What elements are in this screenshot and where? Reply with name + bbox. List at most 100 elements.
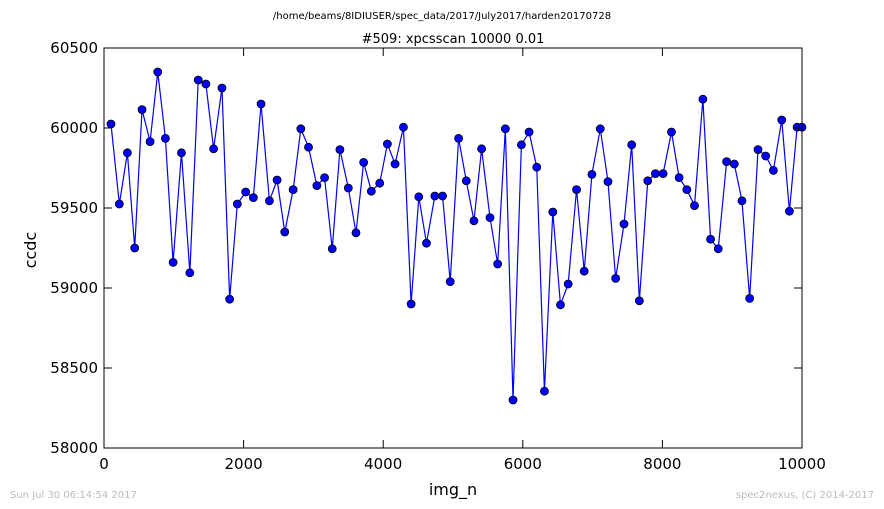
data-point [493, 259, 503, 269]
data-point [241, 187, 251, 197]
data-point [177, 148, 186, 158]
data-point [375, 178, 385, 188]
axes-frame [103, 47, 803, 449]
data-point [168, 257, 178, 267]
data-point [406, 299, 416, 309]
x-axis: 0 2000 4000 6000 8000 10000 [99, 48, 826, 473]
data-point [366, 186, 376, 196]
data-point [524, 127, 534, 137]
data-point [304, 142, 313, 152]
data-point [272, 175, 282, 185]
data-point [469, 216, 479, 226]
data-point [335, 145, 345, 155]
data-point [643, 176, 653, 186]
data-point [729, 159, 739, 169]
data-point [382, 139, 392, 149]
data-point [611, 273, 621, 283]
data-point [690, 201, 699, 211]
data-point [500, 124, 510, 134]
data-point [130, 243, 140, 253]
data-point [768, 165, 778, 175]
y-axis: 58000 58500 59000 59500 60000 60500 [50, 39, 802, 457]
data-point [603, 177, 613, 187]
data-point [572, 185, 581, 195]
data-point [153, 67, 163, 77]
data-point [351, 228, 361, 238]
data-point [556, 300, 565, 310]
data-point [785, 206, 794, 216]
y-axis-label: ccdc [21, 232, 40, 269]
data-point [651, 169, 660, 179]
data-point [256, 99, 266, 109]
data-point [122, 148, 132, 158]
data-point [540, 386, 549, 396]
data-point [722, 157, 732, 167]
data-point [485, 213, 495, 223]
data-point [280, 227, 290, 237]
data-point [761, 151, 771, 161]
data-point [414, 192, 424, 202]
y-tick-label: 60000 [50, 119, 98, 137]
data-point [217, 83, 227, 93]
data-point [185, 268, 195, 278]
x-axis-label: img_n [429, 480, 477, 500]
data-point [698, 94, 708, 104]
data-point [232, 199, 242, 209]
data-point [682, 185, 692, 195]
figure-suptitle: /home/beams/8IDIUSER/spec_data/2017/July… [273, 11, 611, 22]
x-tick-label: 4000 [364, 455, 402, 473]
chart-title: #509: xpcsscan 10000 0.01 [362, 32, 545, 47]
data-point [225, 294, 235, 304]
data-point [745, 293, 755, 303]
data-point [517, 140, 526, 150]
x-tick-label: 6000 [504, 455, 542, 473]
data-point [508, 395, 518, 405]
data-point [106, 119, 116, 129]
data-point [161, 133, 170, 143]
data-point [248, 193, 258, 203]
plot-area [106, 67, 807, 405]
data-point [359, 157, 369, 167]
data-point [114, 199, 124, 209]
data-point [430, 191, 440, 201]
data-point [209, 144, 218, 154]
data-point [595, 124, 605, 134]
footer-timestamp: Sun Jul 30 06:14:54 2017 [10, 490, 137, 501]
data-point [193, 75, 203, 85]
data-point [422, 238, 431, 248]
data-point [454, 133, 463, 143]
data-point [579, 266, 589, 276]
data-point [587, 169, 597, 179]
data-point [713, 244, 723, 254]
data-point [777, 115, 787, 125]
data-point [137, 105, 147, 114]
data-point [296, 124, 306, 134]
data-point [145, 137, 155, 147]
x-tick-label: 2000 [225, 455, 263, 473]
y-tick-label: 58000 [50, 439, 98, 457]
data-point [706, 234, 715, 244]
data-point [312, 181, 322, 191]
data-point [320, 173, 329, 183]
footer-credit: spec2nexus, (C) 2014-2017 [736, 490, 874, 501]
y-tick-label: 58500 [50, 359, 98, 377]
data-point [634, 296, 644, 306]
x-tick-label: 0 [99, 455, 109, 473]
data-point [627, 140, 637, 150]
y-tick-label: 59000 [50, 279, 98, 297]
y-tick-label: 60500 [50, 39, 98, 57]
data-point [658, 169, 668, 179]
data-point [667, 127, 676, 137]
data-point [438, 191, 447, 201]
x-tick-label: 8000 [643, 455, 681, 473]
data-point [265, 196, 274, 206]
data-point [327, 244, 337, 254]
data-point [445, 277, 455, 287]
y-tick-label: 59500 [50, 199, 98, 217]
data-point [753, 145, 763, 155]
data-point [201, 79, 211, 89]
x-tick-label: 10000 [778, 455, 826, 473]
data-point [548, 207, 558, 217]
data-point [390, 159, 400, 169]
